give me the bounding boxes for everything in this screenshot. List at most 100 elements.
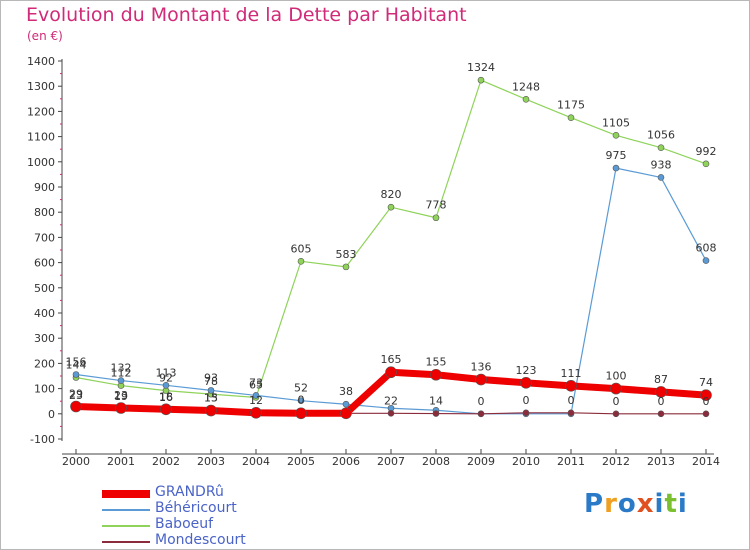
data-label: 22 [384, 394, 398, 407]
y-tick-label: 1300 [27, 80, 55, 93]
y-tick-label: 800 [34, 206, 55, 219]
data-point [160, 403, 172, 416]
data-label: 608 [696, 242, 717, 255]
y-tick-label: 300 [34, 332, 55, 345]
data-label: 78 [204, 375, 218, 388]
logo-letter: P [584, 489, 605, 519]
chart-unit-label: (en €) [27, 29, 63, 43]
data-point [162, 382, 170, 389]
legend-label: Baboeuf [155, 516, 214, 532]
x-tick-label: 2000 [62, 455, 90, 468]
data-label: 992 [696, 145, 717, 158]
chart-legend: GRANDRû Béhéricourt Baboeuf Mondescourt [102, 484, 362, 550]
data-point [565, 380, 577, 392]
data-label: 0 [568, 394, 575, 407]
data-label: 18 [159, 390, 173, 403]
data-point [567, 409, 575, 417]
data-label: 23 [69, 389, 83, 402]
data-point [342, 400, 350, 408]
data-point [115, 402, 127, 414]
data-point [657, 144, 665, 151]
x-tick-label: 2005 [287, 455, 315, 468]
data-label: 156 [66, 355, 87, 368]
data-point [387, 409, 395, 417]
data-label: 155 [426, 356, 447, 369]
data-label: 29 [69, 387, 83, 400]
data-label: 12 [249, 394, 263, 407]
data-label: 605 [291, 242, 312, 255]
data-label: 1105 [602, 116, 630, 129]
x-tick-label: 2004 [242, 455, 270, 468]
y-tick-label: 1400 [27, 55, 55, 68]
data-point [250, 406, 262, 419]
data-label: 136 [471, 361, 492, 374]
data-point [70, 400, 82, 413]
y-tick-label: 700 [34, 231, 55, 244]
legend-swatch [102, 509, 150, 511]
data-point [520, 377, 532, 389]
proxiti-logo: Proxiti [584, 489, 688, 519]
data-point [655, 386, 667, 398]
data-point [252, 392, 260, 399]
y-tick-label: 400 [34, 307, 55, 320]
data-label: 14 [429, 395, 443, 408]
data-label: 123 [516, 364, 537, 377]
data-label: 19 [114, 390, 128, 403]
data-point [702, 257, 710, 264]
x-tick-label: 2006 [332, 455, 360, 468]
y-tick-label: 200 [34, 357, 55, 370]
data-point [207, 387, 215, 394]
chart-title: Evolution du Montant de la Dette par Hab… [26, 4, 467, 26]
legend-item: GRANDRû [102, 484, 362, 502]
data-label: 38 [339, 385, 353, 398]
data-label: 23 [114, 389, 128, 402]
data-label: 144 [66, 359, 87, 372]
data-point [477, 76, 485, 84]
data-point [657, 410, 665, 418]
y-tick-label: -100 [30, 433, 55, 446]
legend-swatch [102, 525, 150, 527]
data-label: 16 [159, 391, 173, 404]
x-tick-label: 2002 [152, 455, 180, 468]
data-label: 112 [111, 367, 132, 380]
data-point [702, 410, 710, 418]
data-label: 938 [651, 158, 672, 171]
y-tick-label: 1200 [27, 105, 55, 118]
data-label: 74 [699, 376, 713, 389]
legend-item: Mondescourt [102, 532, 362, 550]
data-label: 165 [381, 353, 402, 366]
data-point [297, 397, 305, 404]
legend-label: GRANDRû [155, 484, 224, 500]
data-label: 778 [426, 199, 447, 212]
data-label: 0 [478, 395, 485, 408]
data-point [702, 160, 710, 168]
x-tick-label: 2001 [107, 455, 135, 468]
data-label: 100 [606, 370, 627, 383]
legend-item: Béhéricourt [102, 500, 362, 518]
data-point [522, 96, 530, 103]
data-point [205, 404, 217, 417]
data-label: 13 [204, 392, 218, 405]
data-label: 975 [606, 149, 627, 162]
data-label: 52 [294, 382, 308, 395]
data-label: 73 [249, 376, 263, 389]
data-point [522, 409, 530, 417]
data-point [117, 377, 125, 384]
data-label: 1324 [467, 61, 495, 74]
data-point [610, 382, 622, 395]
x-tick-label: 2003 [197, 455, 225, 468]
data-label: 87 [654, 373, 668, 386]
logo-letter: r [604, 489, 618, 519]
data-label: 1175 [557, 99, 585, 112]
data-label: 0 [523, 394, 530, 407]
data-point [432, 410, 440, 417]
data-label: 92 [159, 372, 173, 385]
data-label: 113 [156, 366, 177, 379]
data-label: 1248 [512, 80, 540, 93]
data-label: 93 [204, 371, 218, 384]
data-point [297, 258, 305, 265]
y-tick-label: 600 [34, 257, 55, 270]
x-tick-label: 2008 [422, 455, 450, 468]
